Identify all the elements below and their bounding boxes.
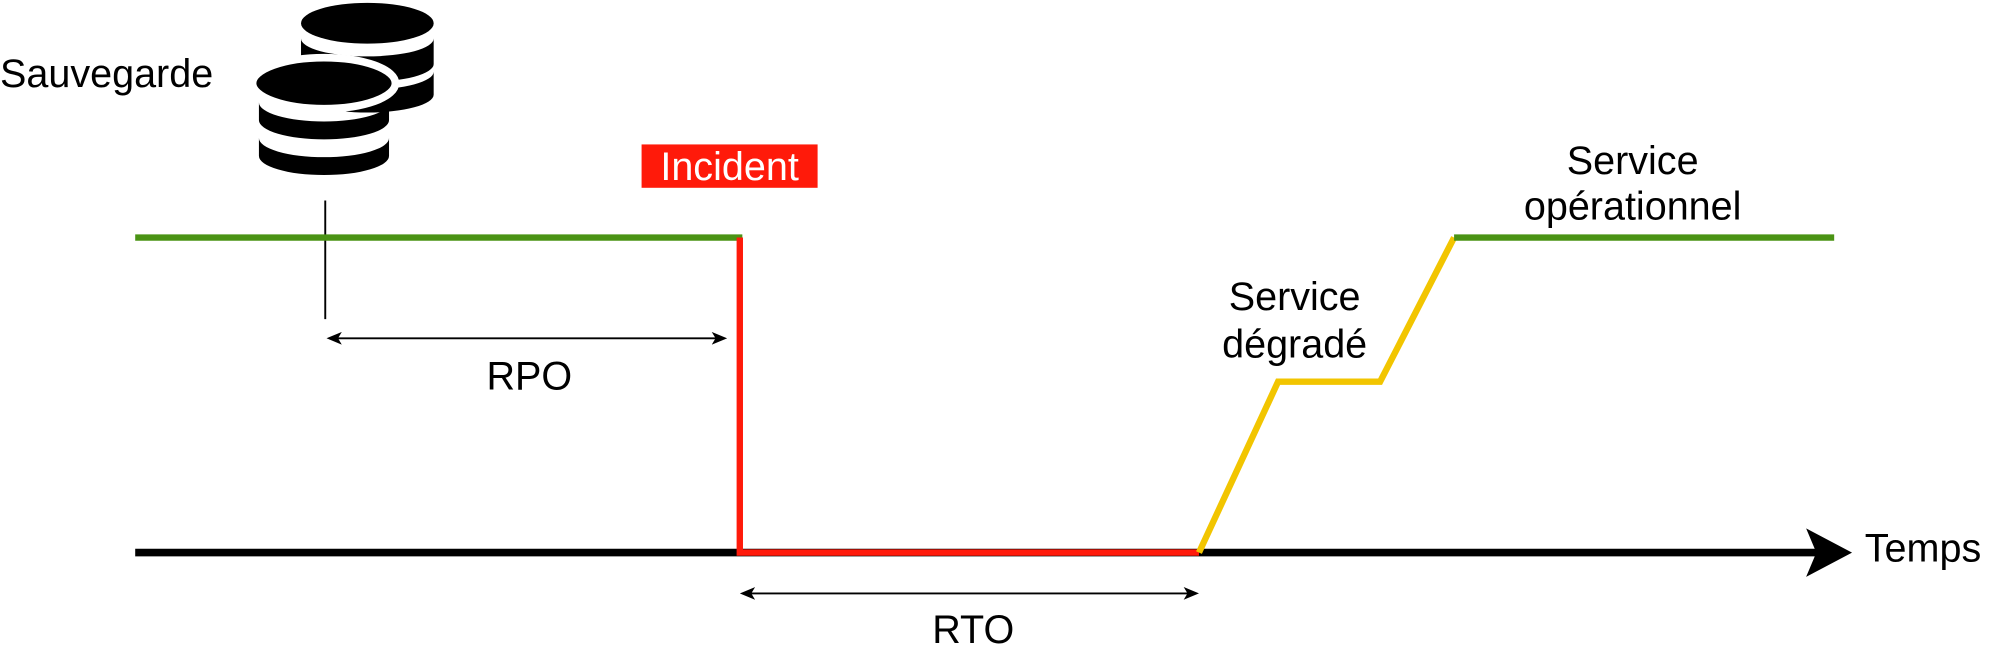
incident-badge: [641, 144, 818, 188]
time-axis-label: Temps: [1865, 527, 1981, 571]
incident-label: Incident: [660, 145, 798, 189]
degraded-line: [1196, 236, 1457, 554]
degraded-label-line1: Service: [1229, 275, 1361, 319]
incident-line: [736, 237, 1199, 556]
time-axis-arrowhead: [1806, 528, 1853, 577]
database-stack-icon: [248, 2, 434, 176]
backup-label: Sauvegarde: [0, 52, 213, 96]
operational-label-line1: Service: [1567, 139, 1699, 183]
operational-label-line2: opérationnel: [1524, 185, 1742, 229]
rpo-label: RPO: [487, 354, 573, 398]
degraded-label-line2: dégradé: [1222, 322, 1367, 366]
rto-label: RTO: [932, 608, 1014, 646]
